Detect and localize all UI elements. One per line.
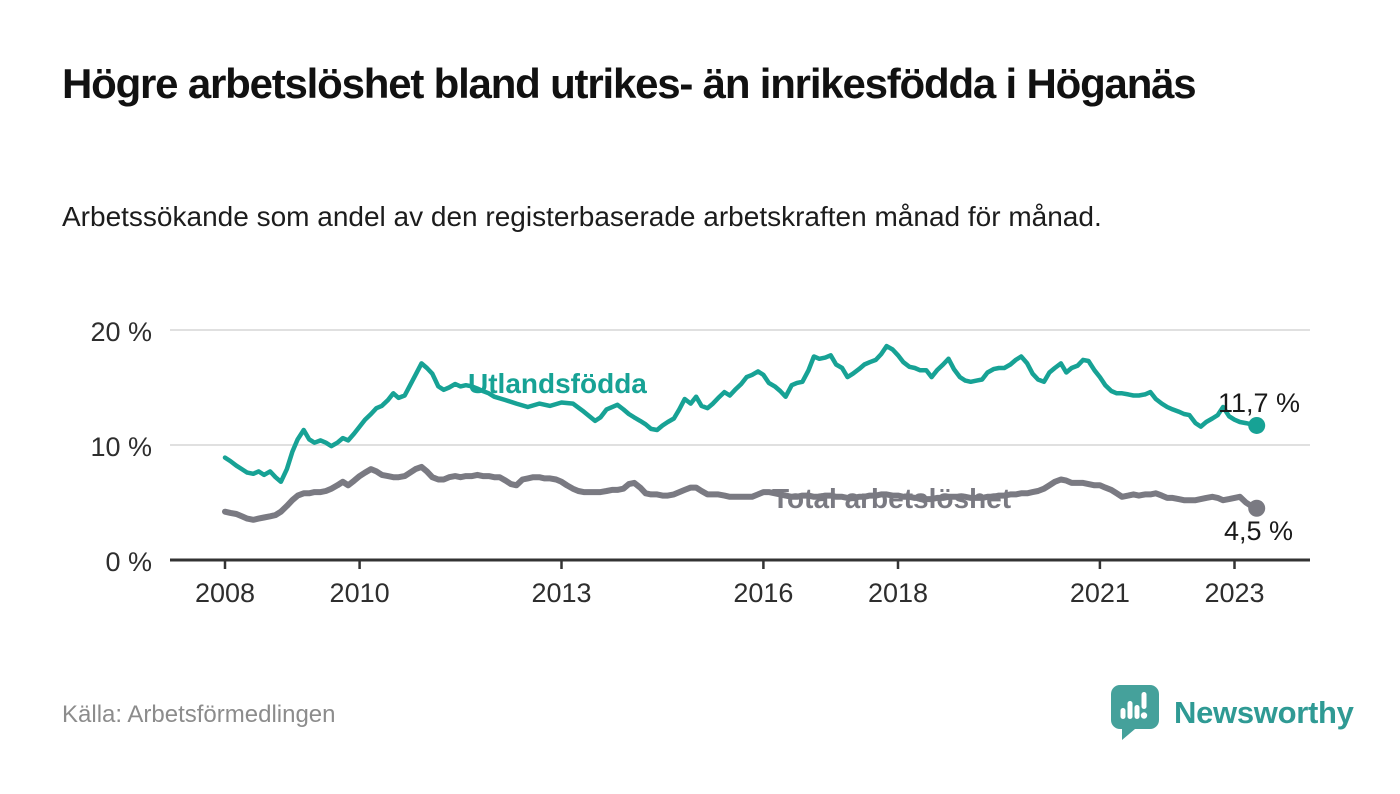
logo-exclamation-bar — [1141, 692, 1147, 709]
series-line-utlandsfodda — [222, 343, 1259, 485]
x-tick-label: 2018 — [867, 578, 929, 608]
logo-bar-3 — [1134, 705, 1140, 719]
y-tick-label: 0 % — [105, 547, 152, 577]
y-tick-label: 20 % — [90, 317, 152, 347]
newsworthy-logo: Newsworthy — [1110, 684, 1354, 741]
x-tick-label: 2008 — [194, 578, 256, 608]
logo-exclamation-dot — [1140, 712, 1148, 719]
end-value-total-arbetsloshet: 4,5 % — [1223, 516, 1293, 546]
series-label-total-arbetsloshet: Total arbetslöshet — [772, 483, 1012, 514]
logo-bar-1 — [1120, 708, 1126, 719]
series-end-dot-utlandsfodda — [1248, 416, 1266, 434]
series-line-total — [222, 463, 1260, 523]
source-note: Källa: Arbetsförmedlingen — [62, 701, 336, 728]
logo-bar-2 — [1127, 701, 1133, 719]
series-label-utlandsfodda: Utlandsfödda — [468, 368, 647, 399]
x-tick-label: 2016 — [733, 578, 794, 608]
newsworthy-logo-icon — [1111, 685, 1159, 740]
end-value-utlandsfodda: 11,7 % — [1217, 388, 1300, 418]
page-subtitle: Arbetssökande som andel av den registerb… — [62, 201, 1102, 232]
x-tick-label: 2021 — [1069, 578, 1130, 608]
x-tick-label: 2013 — [531, 578, 592, 608]
page-title: Högre arbetslöshet bland utrikes- än inr… — [62, 60, 1197, 107]
series-end-dot-total — [1248, 499, 1266, 517]
newsworthy-wordmark: Newsworthy — [1174, 694, 1354, 730]
x-tick-label: 2023 — [1204, 578, 1265, 608]
x-tick-label: 2010 — [329, 578, 390, 608]
y-tick-label: 10 % — [90, 432, 152, 462]
